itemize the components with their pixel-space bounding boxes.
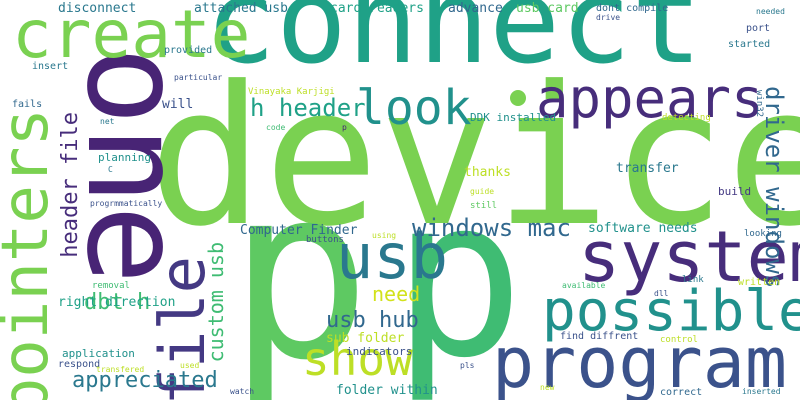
word-progrmmatically: progrmmatically [90,199,163,208]
word-particular: particular [174,73,223,82]
word-dll: dll [654,289,669,298]
word-p-medium: p [392,150,525,400]
word-buttons: buttons [306,235,344,245]
word-ddk-installed: DDK installed [470,111,557,124]
word-one: one [57,46,211,285]
word-respond: respond [58,359,101,370]
word-card-readers: card readers [330,1,424,16]
word-find-diffrent: find diffrent [560,331,639,342]
word-attached-usb: attached usb [194,1,288,16]
word-indicators: indicators [346,345,413,358]
word-system: system [578,216,800,298]
word-c: C [108,165,113,174]
word-needed: needed [756,7,785,16]
word-driver-windows: driver windows [760,86,788,289]
word-provided: provided [164,45,213,56]
word-usb-hub: usb hub [326,308,419,333]
word-need: need [372,282,421,306]
word-header-file: header file [58,112,83,258]
word-drive: drive [596,13,621,22]
word-software-needs: software needs [588,221,698,236]
word-sub-folder: sub folder [326,331,405,346]
word-usb-card: usb card [516,1,579,16]
word-right-direction: right direction [58,295,176,310]
word-build: build [718,185,752,198]
word-windows-mac: windows mac [412,214,571,242]
word-folder-within: folder within [336,383,438,398]
word-advance: advance [448,1,503,16]
word-net: net [100,117,115,126]
word-detecting: detecting [662,113,711,123]
word-will: will [162,97,194,112]
word-inserted: inserted [742,387,781,396]
word-create: create [12,0,251,73]
word-disconnect: disconnect [58,1,137,16]
word-new: new [540,383,555,392]
word-custom-usb: custom usb [204,242,228,363]
i-dot [510,90,526,106]
word-p-small: p [342,123,347,132]
word-p-large: p [228,136,372,400]
word-transfer: transfer [616,161,679,176]
word-available: available [562,281,606,290]
word-look: look [356,80,472,136]
word-guide: guide [470,187,495,196]
word-control: control [660,335,698,345]
word-application: application [62,347,135,360]
word-used: used [180,361,200,370]
word-possible: possible [542,279,800,344]
word-correct: correct [660,387,703,398]
word-link: link [682,275,704,285]
word-program: program [492,322,788,400]
word-vinayaka-karjigi: Vinayaka Karjigi [248,87,335,97]
word-dbt-h: dbt h [84,290,151,315]
word-computer-finder: Computer Finder [240,223,358,238]
word-removal: removal [92,281,130,291]
word-h-header: h header [250,94,366,122]
word-transfered: transfered [96,365,145,374]
word-pointers: pointers [0,108,63,400]
word-port: port [746,23,771,34]
word-using: using [372,231,397,240]
word-written: written [738,277,781,288]
word-insert: insert [32,61,69,72]
word-looking: looking [744,229,782,239]
word-code: code [266,123,286,132]
word-appreciated: appreciated [72,368,218,393]
word-usb: usb [336,220,448,293]
word-dont-compile: dont compile [596,3,669,14]
word-device: device [148,46,800,269]
word-still: still [470,201,498,211]
word-win32: win32 [754,90,764,118]
word-connect: connect [205,0,703,90]
word-appears: appears [536,67,764,130]
word-thanks: thanks [464,165,511,180]
word-planning: planning [98,151,151,164]
word-fails: fails [12,99,43,110]
word-started: started [728,39,771,50]
word-pls: pls [460,361,475,370]
word-watch: watch [230,387,255,396]
word-show: show [302,332,413,386]
